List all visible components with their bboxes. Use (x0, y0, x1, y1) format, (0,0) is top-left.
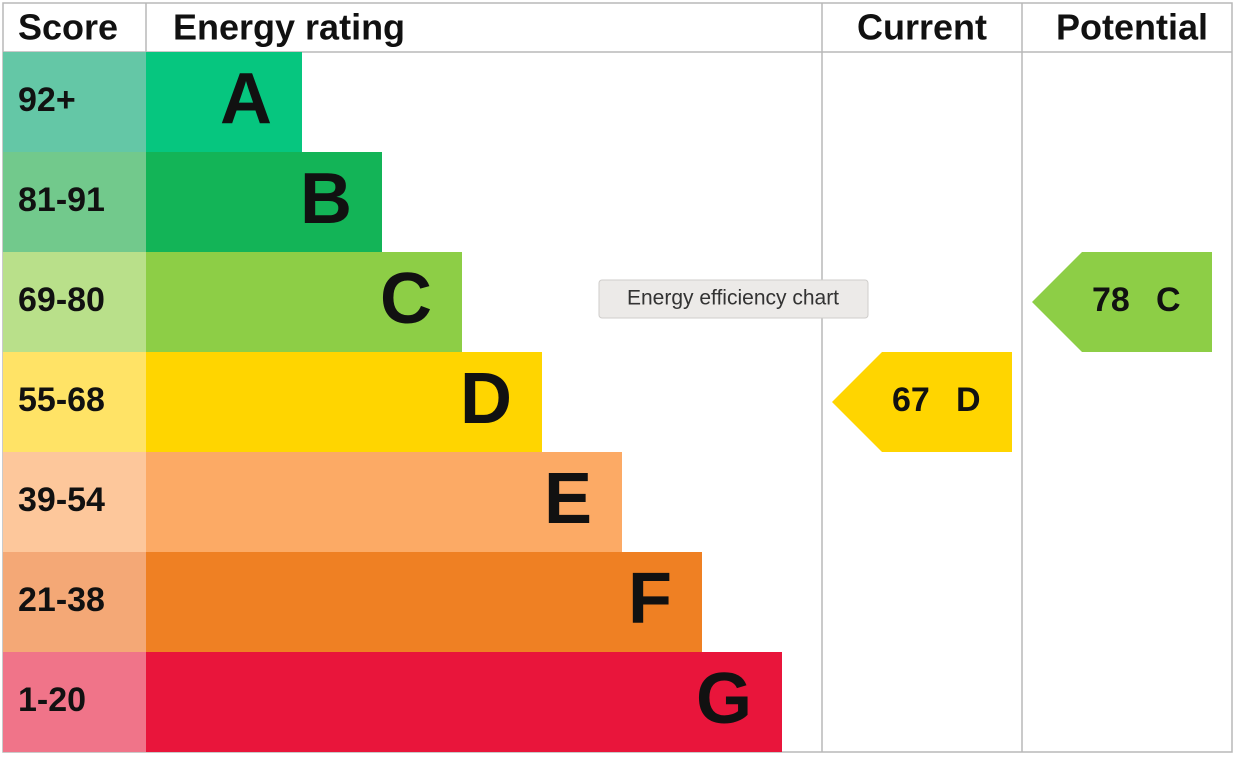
rating-bar (146, 52, 302, 152)
score-range: 69-80 (18, 281, 105, 319)
rating-bar (146, 352, 542, 452)
rating-letter: G (696, 659, 752, 739)
current-letter: D (956, 381, 981, 419)
rating-letter: B (300, 159, 352, 239)
tooltip-text: Energy efficiency chart (627, 287, 839, 310)
potential-value: 78 (1092, 281, 1130, 319)
score-range: 39-54 (18, 481, 105, 519)
score-cell (3, 52, 146, 152)
rating-letter: E (544, 459, 592, 539)
rating-letter: A (220, 59, 272, 139)
score-range: 55-68 (18, 381, 105, 419)
header-score: Score (18, 7, 118, 48)
potential-letter: C (1156, 281, 1181, 319)
score-cell (3, 452, 146, 552)
header-potential: Potential (1056, 7, 1208, 48)
score-cell (3, 552, 146, 652)
rating-letter: C (380, 259, 432, 339)
score-cell (3, 352, 146, 452)
score-range: 81-91 (18, 181, 105, 219)
header-rating: Energy rating (173, 7, 405, 48)
score-range: 1-20 (18, 681, 86, 719)
rating-bar (146, 152, 382, 252)
score-range: 92+ (18, 81, 76, 119)
rating-bar (146, 552, 702, 652)
rating-letter: D (460, 359, 512, 439)
rating-bar (146, 252, 462, 352)
score-range: 21-38 (18, 581, 105, 619)
score-cell (3, 152, 146, 252)
tooltip-box (598, 279, 869, 319)
potential-arrow (1032, 252, 1212, 352)
rating-bar (146, 452, 622, 552)
current-arrow (832, 352, 1012, 452)
header-current: Current (857, 7, 987, 48)
score-cell (3, 652, 146, 752)
score-cell (3, 252, 146, 352)
current-value: 67 (892, 381, 930, 419)
rating-letter: F (628, 559, 672, 639)
rating-bar (146, 652, 782, 752)
